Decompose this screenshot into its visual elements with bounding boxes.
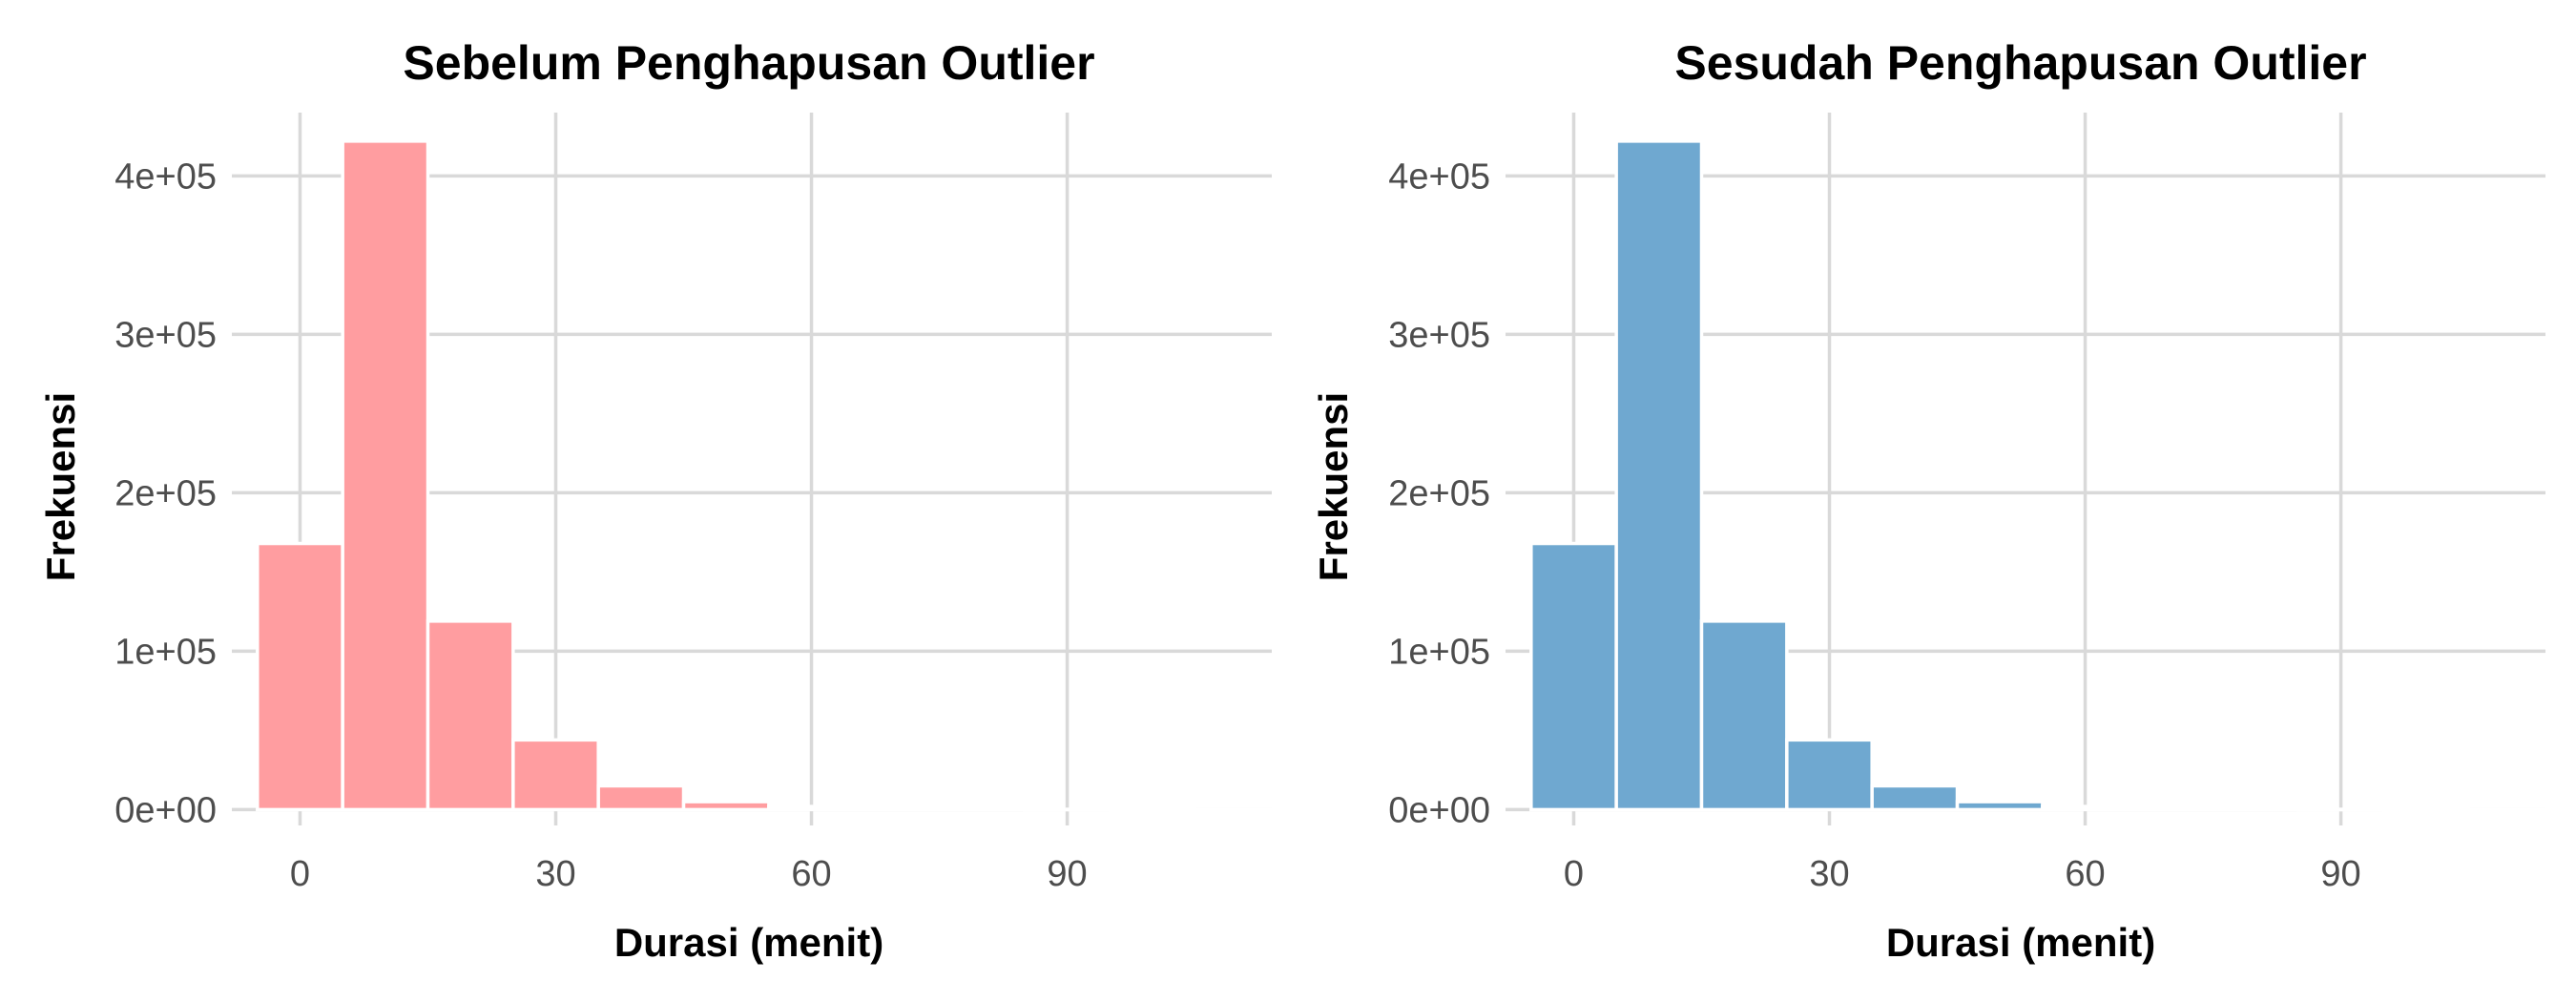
y-tick-label: 1e+05 — [1388, 632, 1490, 672]
histogram-bar — [1955, 800, 2045, 812]
histogram-bar — [2041, 804, 2129, 812]
histogram-bar — [767, 804, 856, 812]
histogram-panel-after: Sesudah Penghapusan Outlier 0e+00 1e+05 2e… — [1311, 36, 2556, 965]
histogram-bar — [1785, 738, 1874, 812]
histogram-bar — [1529, 541, 1618, 812]
histogram-bar — [1699, 619, 1789, 812]
histogram-bar — [2126, 806, 2215, 812]
histogram-bar — [937, 806, 1027, 812]
x-tick-label: 30 — [1809, 854, 1849, 894]
x-tick-label: 0 — [290, 854, 310, 894]
y-tick-label: 1e+05 — [114, 632, 217, 672]
y-tick-label: 0e+00 — [1388, 790, 1490, 830]
histogram-bar — [2211, 806, 2300, 812]
y-tick-labels: 0e+00 1e+05 2e+05 3e+05 4e+05 — [1388, 157, 1490, 830]
x-tick-label: 60 — [791, 854, 831, 894]
histogram-bar — [852, 806, 942, 812]
x-tick-labels: 0 30 60 90 — [1564, 854, 2361, 894]
histogram-bar — [1614, 139, 1704, 812]
x-tick-labels: 0 30 60 90 — [290, 854, 1088, 894]
y-tick-label: 4e+05 — [114, 157, 217, 197]
histogram-bar — [681, 800, 771, 812]
x-axis-title: Durasi (menit) — [614, 920, 883, 965]
y-tick-label: 2e+05 — [1388, 473, 1490, 513]
histogram-bar — [256, 541, 344, 812]
histogram-panel-before: Sebelum Penghapusan Outlier 0e+00 1e+05 2e… — [38, 36, 1282, 965]
histogram-bar — [1193, 807, 1282, 812]
panel-title: Sebelum Penghapusan Outlier — [403, 36, 1094, 90]
histogram-bar — [426, 619, 515, 812]
panel-title: Sesudah Penghapusan Outlier — [1674, 36, 2366, 90]
histogram-bar — [596, 783, 686, 812]
y-tick-label: 0e+00 — [114, 790, 217, 830]
y-tick-labels: 0e+00 1e+05 2e+05 3e+05 4e+05 — [114, 157, 217, 830]
y-tick-label: 3e+05 — [1388, 315, 1490, 355]
histogram-bar — [511, 738, 600, 812]
x-tick-label: 90 — [2320, 854, 2360, 894]
x-axis-title: Durasi (menit) — [1886, 920, 2155, 965]
x-tick-label: 0 — [1564, 854, 1584, 894]
y-axis-title: Frekuensi — [1311, 392, 1356, 581]
histogram-bar — [1023, 807, 1111, 812]
histogram-bar — [2296, 807, 2385, 812]
x-tick-label: 90 — [1047, 854, 1087, 894]
bars — [256, 139, 1282, 812]
histogram-bar — [2381, 807, 2471, 812]
y-axis-title: Frekuensi — [38, 392, 83, 581]
y-tick-label: 4e+05 — [1388, 157, 1490, 197]
bars — [1529, 139, 2556, 812]
y-tick-label: 3e+05 — [114, 315, 217, 355]
y-tick-label: 2e+05 — [114, 473, 217, 513]
histogram-bar — [1870, 783, 1960, 812]
x-tick-label: 30 — [535, 854, 575, 894]
histogram-bar — [2466, 807, 2556, 812]
histogram-bar — [341, 139, 430, 812]
x-tick-label: 60 — [2065, 854, 2105, 894]
histogram-bar — [1108, 807, 1197, 812]
